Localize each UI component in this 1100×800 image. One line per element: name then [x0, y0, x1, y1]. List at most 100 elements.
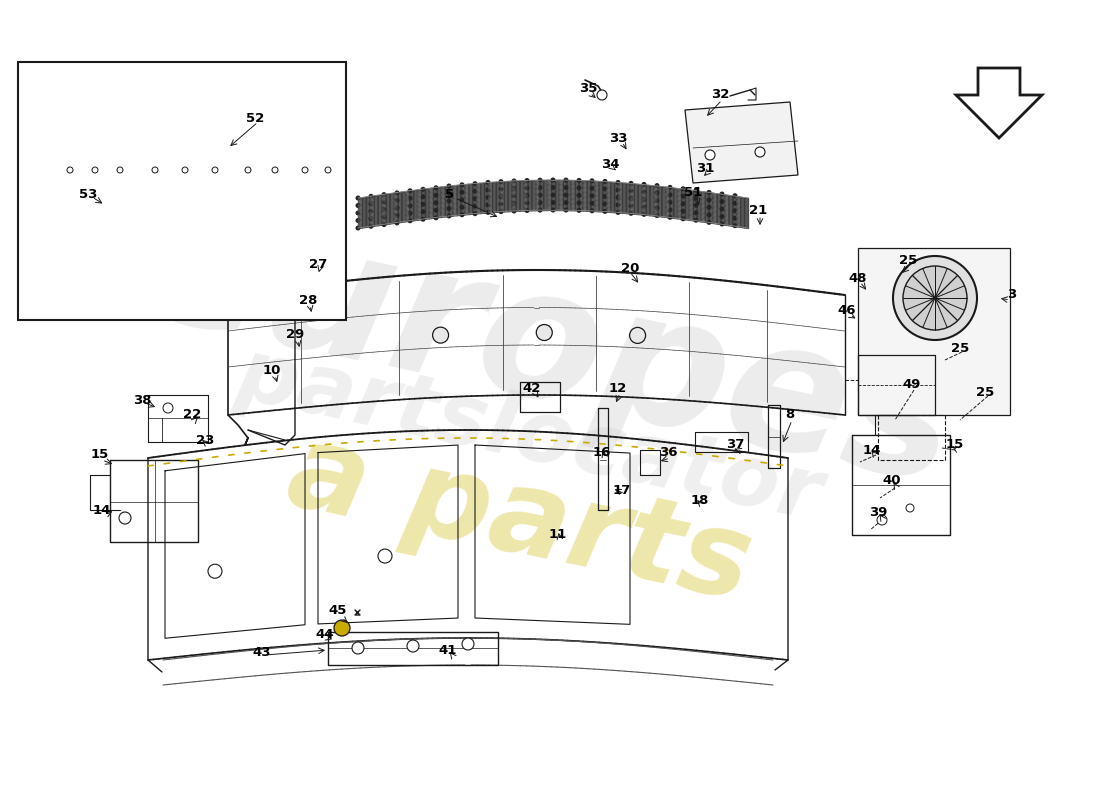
Circle shape: [628, 181, 634, 186]
Circle shape: [420, 210, 426, 214]
Circle shape: [654, 198, 660, 203]
Text: 39: 39: [869, 506, 888, 518]
Circle shape: [693, 195, 698, 200]
Circle shape: [538, 185, 542, 190]
Circle shape: [512, 209, 517, 214]
Polygon shape: [858, 248, 1010, 415]
Circle shape: [525, 186, 529, 190]
Circle shape: [616, 202, 620, 207]
Circle shape: [733, 208, 737, 214]
Circle shape: [368, 194, 374, 198]
Circle shape: [67, 167, 73, 173]
Circle shape: [538, 193, 542, 198]
Circle shape: [576, 193, 582, 198]
Text: 25: 25: [976, 386, 994, 398]
Circle shape: [352, 642, 364, 654]
Circle shape: [498, 179, 504, 184]
Text: 15: 15: [946, 438, 964, 451]
Circle shape: [447, 198, 451, 203]
Circle shape: [395, 206, 399, 210]
Circle shape: [382, 199, 386, 205]
Circle shape: [563, 178, 569, 182]
Circle shape: [629, 327, 646, 343]
Circle shape: [576, 208, 582, 213]
Circle shape: [485, 195, 491, 200]
Circle shape: [719, 199, 725, 204]
Text: 14: 14: [92, 503, 111, 517]
Text: 18: 18: [691, 494, 710, 506]
Circle shape: [460, 212, 464, 218]
Circle shape: [693, 218, 698, 222]
Text: 8: 8: [785, 409, 794, 422]
Circle shape: [355, 195, 361, 201]
Circle shape: [603, 202, 607, 206]
Circle shape: [368, 216, 374, 222]
Circle shape: [498, 202, 504, 206]
Text: 11: 11: [549, 529, 568, 542]
Circle shape: [877, 515, 887, 525]
Text: 29: 29: [286, 329, 304, 342]
Circle shape: [550, 193, 556, 198]
Circle shape: [473, 204, 477, 209]
Circle shape: [368, 202, 374, 206]
Circle shape: [654, 190, 660, 195]
Circle shape: [616, 195, 620, 200]
Circle shape: [272, 167, 278, 173]
Circle shape: [378, 549, 392, 563]
Circle shape: [212, 167, 218, 173]
Circle shape: [563, 207, 569, 213]
Circle shape: [706, 190, 712, 195]
Circle shape: [302, 167, 308, 173]
Circle shape: [407, 203, 412, 208]
Circle shape: [473, 211, 477, 216]
Circle shape: [512, 201, 517, 206]
Circle shape: [668, 200, 672, 205]
Circle shape: [641, 197, 647, 202]
Text: 25: 25: [950, 342, 969, 354]
Circle shape: [706, 220, 712, 225]
Circle shape: [641, 182, 647, 187]
Bar: [18, 62, 346, 320]
Circle shape: [705, 150, 715, 160]
Circle shape: [603, 194, 607, 199]
Circle shape: [395, 198, 399, 203]
Circle shape: [693, 188, 698, 193]
Circle shape: [668, 207, 672, 212]
Circle shape: [355, 218, 361, 223]
Text: 22: 22: [183, 409, 201, 422]
Circle shape: [538, 178, 542, 182]
Circle shape: [628, 211, 634, 216]
Circle shape: [525, 193, 529, 198]
Text: 15: 15: [91, 449, 109, 462]
Text: 17: 17: [613, 483, 631, 497]
Circle shape: [628, 188, 634, 194]
Text: 41: 41: [439, 643, 458, 657]
Circle shape: [525, 201, 529, 206]
Circle shape: [719, 191, 725, 197]
Circle shape: [654, 206, 660, 210]
Circle shape: [733, 194, 737, 198]
Circle shape: [550, 207, 556, 213]
Circle shape: [395, 213, 399, 218]
Circle shape: [903, 266, 967, 330]
Circle shape: [447, 183, 451, 189]
Circle shape: [163, 403, 173, 413]
Circle shape: [368, 224, 374, 229]
Circle shape: [407, 196, 412, 201]
Text: 45: 45: [329, 603, 348, 617]
Text: 46: 46: [838, 303, 856, 317]
Circle shape: [473, 189, 477, 194]
Circle shape: [498, 194, 504, 199]
Text: 49: 49: [903, 378, 921, 391]
Circle shape: [525, 208, 529, 213]
Circle shape: [382, 214, 386, 219]
Text: 28: 28: [299, 294, 317, 306]
Circle shape: [407, 640, 419, 652]
Circle shape: [550, 200, 556, 205]
Text: 12: 12: [609, 382, 627, 394]
Circle shape: [433, 186, 439, 190]
Polygon shape: [685, 102, 797, 183]
Circle shape: [334, 620, 350, 636]
Circle shape: [433, 208, 439, 213]
Circle shape: [245, 167, 251, 173]
